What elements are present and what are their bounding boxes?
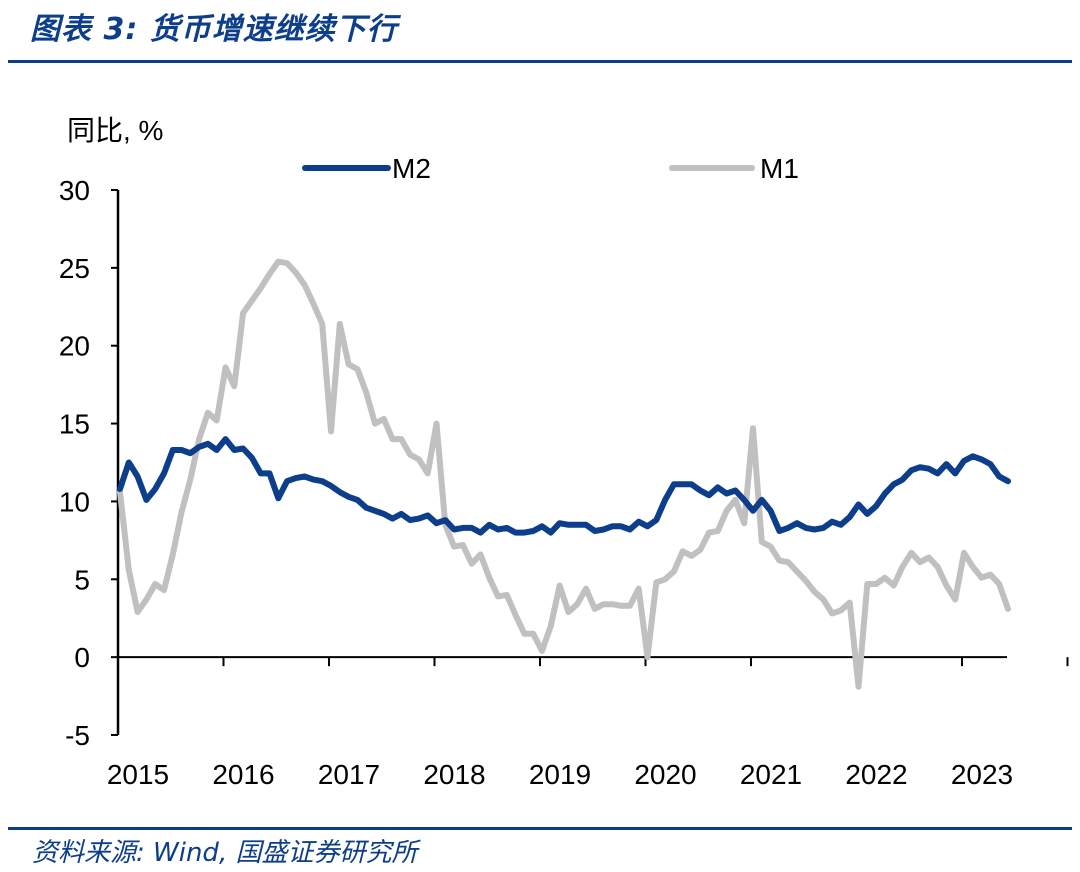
x-tick-label: 2017 bbox=[318, 759, 380, 790]
y-axis-label: 同比, % bbox=[67, 115, 163, 146]
x-tick-label: 2019 bbox=[529, 759, 591, 790]
source-divider bbox=[8, 827, 1072, 830]
chart-title: 图表 3: 货币增速继续下行 bbox=[30, 12, 398, 47]
x-tick-label: 2023 bbox=[951, 759, 1013, 790]
legend: M2 M1 bbox=[302, 153, 799, 184]
y-tick-label: 20 bbox=[59, 331, 90, 362]
y-tick-label: -5 bbox=[65, 720, 90, 751]
y-tick-label: 30 bbox=[59, 175, 90, 206]
y-tick-label: 25 bbox=[59, 253, 90, 284]
x-tick-label: 2021 bbox=[740, 759, 802, 790]
y-tick-label: 0 bbox=[74, 642, 90, 673]
x-tick-label: 2020 bbox=[634, 759, 696, 790]
x-tick-label: 2018 bbox=[423, 759, 485, 790]
series-line-m2 bbox=[117, 436, 1011, 536]
x-tick-label: 2015 bbox=[107, 759, 169, 790]
x-tick-label: 2022 bbox=[845, 759, 907, 790]
series-lines bbox=[117, 258, 1011, 690]
x-tick-label: 2016 bbox=[212, 759, 274, 790]
series-line-m1 bbox=[117, 258, 1011, 690]
y-tick-label: 5 bbox=[74, 564, 90, 595]
y-tick-label: 10 bbox=[59, 486, 90, 517]
legend-label-m1: M1 bbox=[760, 153, 799, 184]
legend-label-m2: M2 bbox=[392, 153, 431, 184]
source-note: 资料来源: Wind, 国盛证券研究所 bbox=[32, 838, 418, 868]
title-divider bbox=[8, 60, 1072, 63]
y-tick-label: 15 bbox=[59, 409, 90, 440]
